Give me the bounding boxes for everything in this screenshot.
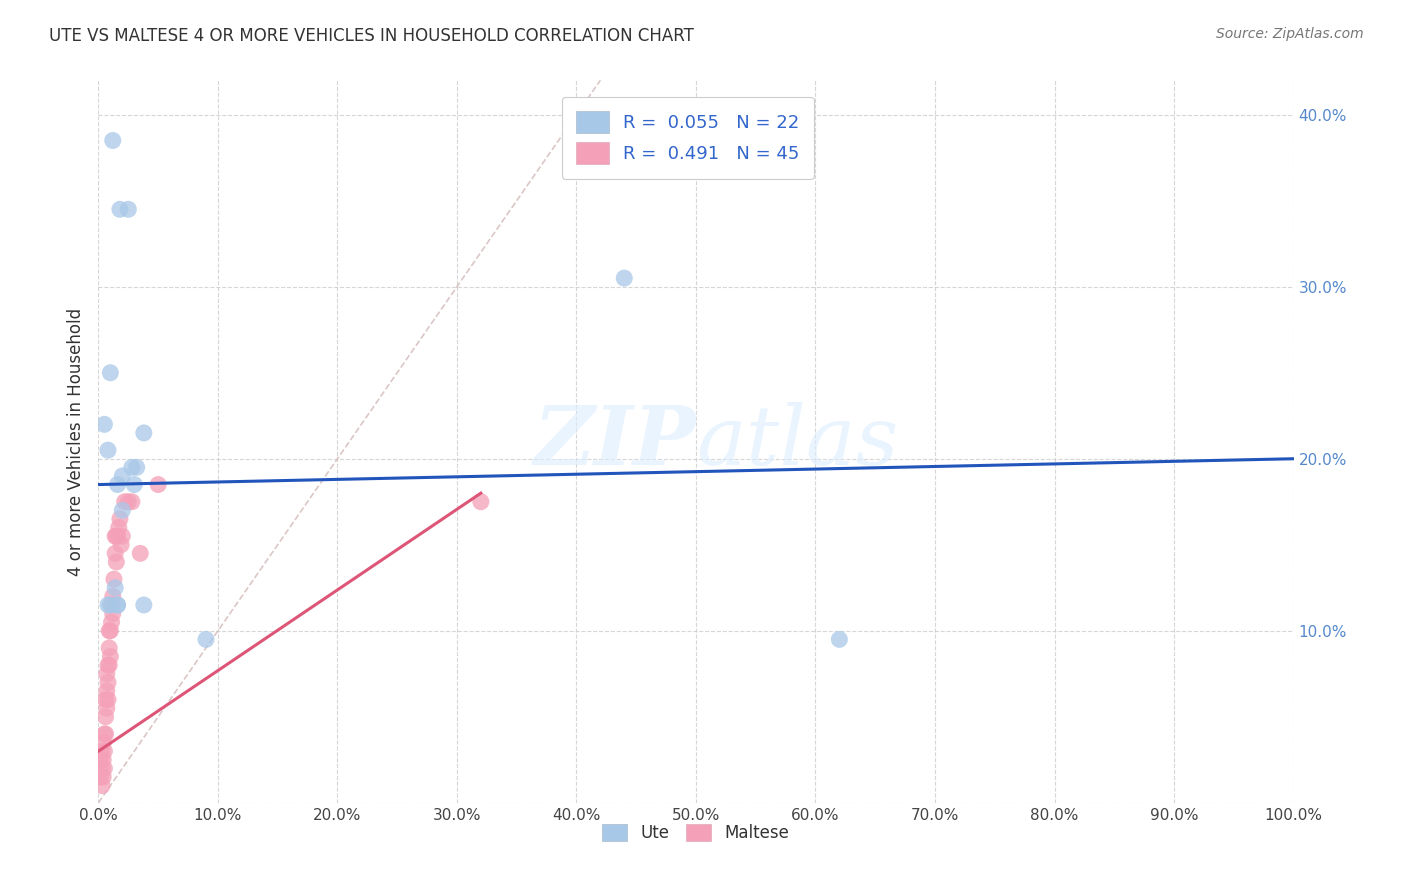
Text: ZIP: ZIP xyxy=(533,401,696,482)
Text: UTE VS MALTESE 4 OR MORE VEHICLES IN HOUSEHOLD CORRELATION CHART: UTE VS MALTESE 4 OR MORE VEHICLES IN HOU… xyxy=(49,27,695,45)
Point xyxy=(98,640,121,655)
Point xyxy=(97,675,120,690)
Point xyxy=(98,624,121,638)
Point xyxy=(195,632,218,647)
Point xyxy=(101,607,124,621)
Point xyxy=(98,366,122,380)
Point xyxy=(125,460,148,475)
Point xyxy=(108,202,131,217)
Point xyxy=(96,684,118,698)
Point xyxy=(101,590,124,604)
Point xyxy=(96,666,118,681)
Point xyxy=(132,598,155,612)
Point xyxy=(121,460,143,475)
Point xyxy=(96,701,118,715)
Point xyxy=(91,761,114,775)
Point xyxy=(90,770,112,784)
Point xyxy=(98,658,121,673)
Point xyxy=(111,469,134,483)
Point xyxy=(91,735,114,749)
Point xyxy=(93,727,115,741)
Point xyxy=(108,512,131,526)
Point xyxy=(97,692,120,706)
Point xyxy=(97,598,120,612)
Point xyxy=(114,494,136,508)
Point xyxy=(132,425,155,440)
Point xyxy=(613,271,636,285)
Text: Source: ZipAtlas.com: Source: ZipAtlas.com xyxy=(1216,27,1364,41)
Point xyxy=(93,744,115,758)
Point xyxy=(107,598,129,612)
Point xyxy=(129,546,152,560)
Point xyxy=(91,744,114,758)
Point xyxy=(94,727,117,741)
Point xyxy=(124,477,146,491)
Point xyxy=(93,417,115,432)
Legend: Ute, Maltese: Ute, Maltese xyxy=(596,817,796,848)
Point xyxy=(91,770,114,784)
Point xyxy=(98,598,122,612)
Point xyxy=(103,572,125,586)
Point xyxy=(97,443,120,458)
Point xyxy=(121,494,143,508)
Point xyxy=(97,658,120,673)
Point xyxy=(94,710,117,724)
Point xyxy=(93,761,115,775)
Point xyxy=(107,520,129,534)
Point xyxy=(117,202,139,217)
Point xyxy=(104,546,127,560)
Point xyxy=(98,649,122,664)
Point xyxy=(98,624,122,638)
Point xyxy=(105,529,128,543)
Point xyxy=(828,632,851,647)
Point xyxy=(105,555,128,569)
Point xyxy=(111,529,134,543)
Text: atlas: atlas xyxy=(696,401,898,482)
Point xyxy=(100,615,122,630)
Point xyxy=(100,598,122,612)
Point xyxy=(90,753,112,767)
Point xyxy=(104,529,127,543)
Point xyxy=(94,692,117,706)
Point xyxy=(111,503,134,517)
Point xyxy=(104,581,127,595)
Point xyxy=(148,477,170,491)
Point xyxy=(107,477,129,491)
Point xyxy=(101,133,124,147)
Y-axis label: 4 or more Vehicles in Household: 4 or more Vehicles in Household xyxy=(66,308,84,575)
Point xyxy=(470,494,492,508)
Point xyxy=(91,753,114,767)
Point xyxy=(117,494,139,508)
Point xyxy=(107,529,129,543)
Point xyxy=(107,598,129,612)
Point xyxy=(91,779,114,793)
Point xyxy=(110,538,132,552)
